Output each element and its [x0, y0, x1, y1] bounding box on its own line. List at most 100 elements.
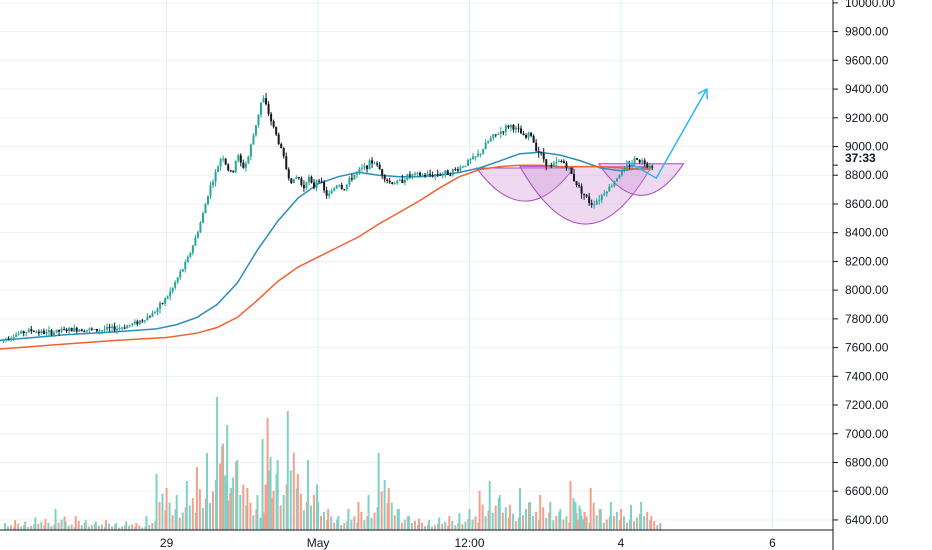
volume-bar — [458, 513, 461, 530]
candle-body — [136, 321, 139, 325]
volume-bar — [481, 504, 484, 530]
candle-body — [381, 169, 384, 176]
candle-body — [360, 167, 363, 169]
candle-body — [214, 172, 217, 182]
volume-bar — [292, 452, 295, 530]
volume-bar — [108, 523, 111, 530]
volume-bar — [448, 516, 451, 530]
volume-bar — [577, 520, 580, 530]
candle-body — [68, 327, 71, 332]
time-tick-label: 4 — [618, 536, 625, 550]
candle-body — [424, 174, 427, 176]
price-tick-label: 7800.00 — [845, 312, 889, 326]
candle-body — [651, 166, 654, 168]
candle-body — [287, 169, 290, 179]
price-tick-label: 7600.00 — [845, 341, 889, 355]
volume-bar — [504, 507, 507, 530]
candle-body — [78, 329, 81, 332]
candle-body — [186, 256, 189, 263]
candle-body — [638, 159, 641, 163]
candle-body — [50, 330, 53, 335]
candle-body — [126, 325, 129, 329]
candle-body — [580, 186, 583, 194]
candle-body — [570, 167, 573, 175]
volume-bar — [340, 525, 343, 530]
price-tick-label: 9400.00 — [845, 82, 889, 96]
candle-body — [181, 269, 184, 272]
candle-body — [620, 170, 623, 176]
candle-body — [489, 137, 492, 142]
candle-body — [454, 169, 457, 171]
candle-body — [615, 178, 618, 182]
volume-bar — [538, 520, 541, 530]
candle-body — [613, 181, 616, 187]
candle-body — [310, 176, 313, 183]
candle-body — [504, 125, 507, 132]
candle-body — [562, 161, 565, 164]
candle-body — [648, 166, 651, 168]
candle-body — [573, 174, 576, 182]
volume-bar — [615, 511, 618, 530]
candle-body — [355, 171, 358, 175]
candle-body — [593, 204, 596, 206]
volume-bar — [471, 519, 474, 530]
volume-bars — [4, 397, 662, 530]
candle-body — [575, 181, 578, 186]
candle-body — [318, 180, 321, 182]
time-tick-label: 29 — [160, 536, 174, 550]
candle-body — [595, 200, 598, 205]
volume-bar — [396, 509, 399, 530]
candle-body — [396, 180, 399, 184]
volume-bar — [633, 521, 636, 530]
candle-body — [434, 174, 437, 177]
volume-bar — [407, 516, 410, 530]
candle-body — [628, 165, 631, 167]
volume-bar — [221, 446, 224, 530]
candle-body — [194, 237, 197, 246]
candle-body — [27, 329, 30, 333]
volume-bar — [34, 517, 37, 530]
candle-body — [532, 135, 535, 143]
volume-bar — [7, 526, 10, 530]
volume-bar — [30, 525, 33, 530]
candle-body — [376, 163, 379, 165]
volume-bar — [555, 516, 558, 530]
candle-body — [419, 172, 422, 176]
volume-bar — [605, 519, 608, 530]
candle-body — [449, 174, 452, 176]
price-tick-label: 10000.00 — [845, 0, 895, 10]
candle-body — [174, 282, 177, 288]
volume-bar — [83, 523, 86, 530]
volume-bar — [249, 502, 252, 530]
volume-bar — [134, 527, 137, 530]
candle-body — [42, 330, 45, 334]
candle-body — [444, 170, 447, 174]
grid — [0, 0, 833, 530]
candle-body — [547, 164, 550, 166]
candle-body — [363, 165, 366, 168]
price-tick-label: 8000.00 — [845, 283, 889, 297]
volume-bar — [498, 495, 501, 530]
volume-bar — [100, 524, 103, 530]
volume-bar — [514, 521, 517, 530]
projection-arrow-line — [625, 88, 708, 180]
volume-bar — [37, 523, 40, 530]
volume-bar — [548, 512, 551, 530]
candle-body — [393, 183, 396, 185]
candle-body — [429, 173, 432, 176]
candle-body — [80, 329, 83, 332]
volume-bar — [549, 502, 552, 530]
candle-body — [75, 327, 78, 332]
moving-averages — [0, 151, 652, 350]
volume-bar — [282, 495, 285, 530]
candle-body — [494, 134, 497, 136]
candle-body — [272, 121, 275, 127]
volume-bar — [569, 481, 572, 530]
candle-body — [5, 338, 8, 340]
candle-body — [509, 124, 512, 128]
candle-body — [116, 328, 119, 331]
candle-body — [636, 158, 639, 160]
candle-body — [45, 332, 48, 334]
volume-bar — [216, 397, 219, 530]
